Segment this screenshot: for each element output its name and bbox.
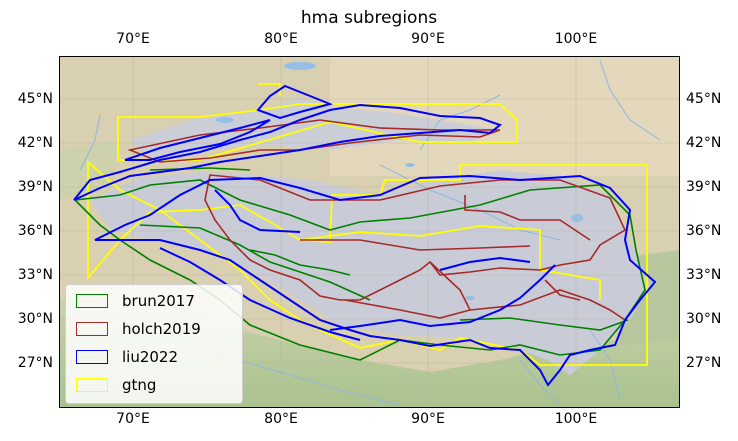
legend-label-gtng: gtng — [122, 376, 157, 394]
lake-issyk-kul — [216, 117, 234, 123]
legend-label-holch2019: holch2019 — [122, 320, 201, 338]
lake-qinghai — [571, 214, 583, 222]
lat-tick-right-36: 36°N — [686, 223, 722, 239]
legend-item-holch2019: holch2019 — [76, 318, 201, 340]
lat-tick-right-45: 45°N — [686, 91, 722, 107]
legend-swatch-liu2022 — [76, 350, 108, 364]
lon-tick-bottom-70: 70°E — [116, 411, 150, 427]
lake-bosten — [405, 163, 415, 167]
legend-label-liu2022: liu2022 — [122, 348, 179, 366]
lat-tick-left-45: 45°N — [17, 91, 53, 107]
lat-tick-right-30: 30°N — [686, 311, 722, 327]
lat-tick-left-30: 30°N — [17, 311, 53, 327]
map-title: hma subregions — [300, 8, 438, 28]
lon-tick-top-100: 100°E — [554, 31, 598, 47]
lat-tick-right-27: 27°N — [686, 355, 722, 371]
lon-tick-bottom-80: 80°E — [264, 411, 298, 427]
lon-tick-top-80: 80°E — [264, 31, 298, 47]
lon-tick-bottom-100: 100°E — [554, 411, 598, 427]
lat-tick-left-27: 27°N — [17, 355, 53, 371]
lat-tick-right-33: 33°N — [686, 267, 722, 283]
liu2022-outlines — [73, 84, 657, 387]
lake-balkhash — [284, 62, 316, 70]
holch2019-outlines — [127, 119, 627, 321]
lat-tick-left-36: 36°N — [17, 223, 53, 239]
lon-tick-top-90: 90°E — [411, 31, 445, 47]
legend-item-brun2017: brun2017 — [76, 290, 195, 312]
lat-tick-left-42: 42°N — [17, 135, 53, 151]
lat-tick-left-33: 33°N — [17, 267, 53, 283]
lat-tick-right-39: 39°N — [686, 179, 722, 195]
map-frame — [59, 56, 680, 408]
lake-namco — [465, 296, 475, 300]
legend-item-liu2022: liu2022 — [76, 346, 178, 368]
basemap-vegetation-west — [59, 140, 120, 200]
lon-tick-bottom-90: 90°E — [411, 411, 445, 427]
lat-tick-left-39: 39°N — [17, 179, 53, 195]
basemap-ice-tibet — [90, 170, 650, 375]
legend-item-gtng: gtng — [76, 374, 156, 396]
legend-swatch-holch2019 — [76, 322, 108, 336]
legend: brun2017 holch2019 liu2022 gtng — [65, 284, 243, 404]
lon-tick-top-70: 70°E — [116, 31, 150, 47]
legend-label-brun2017: brun2017 — [122, 292, 195, 310]
lat-tick-right-42: 42°N — [686, 135, 722, 151]
legend-swatch-gtng — [76, 378, 108, 392]
legend-swatch-brun2017 — [76, 294, 108, 308]
